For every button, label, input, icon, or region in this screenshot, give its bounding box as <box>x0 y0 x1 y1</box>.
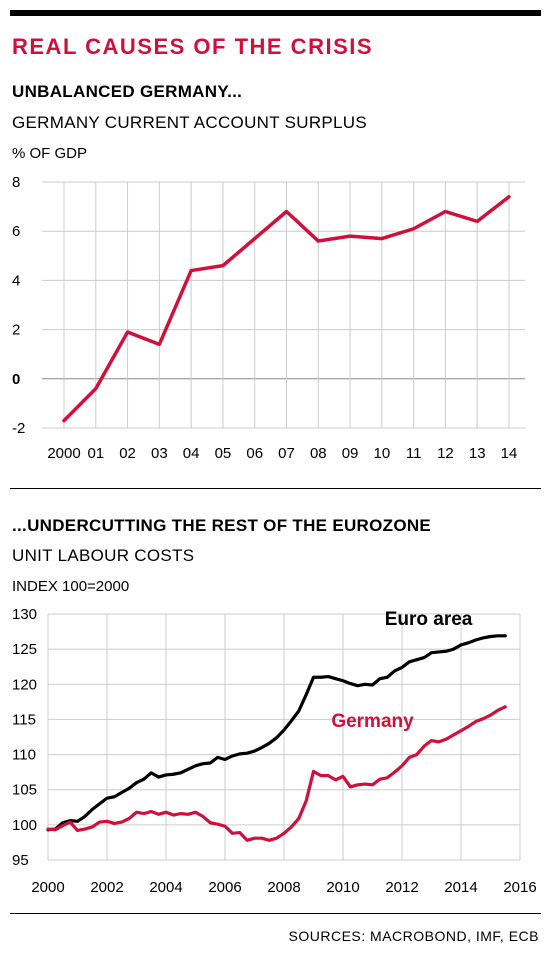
unit-labour-costs-chart: 95 100 105 110 115 120 125 130 2000 2002 2004 2006 2… <box>12 606 537 896</box>
series-label-germany: Germany <box>331 711 414 732</box>
chart1-subtitle: GERMANY CURRENT ACCOUNT SURPLUS <box>12 113 368 132</box>
y-tick-label: 120 <box>12 676 37 693</box>
x-tick-label: 09 <box>342 445 359 462</box>
series-line-germany <box>46 705 507 842</box>
x-tick-label: 04 <box>183 445 200 462</box>
x-tick-label: 13 <box>469 445 486 462</box>
x-tick-label: 2016 <box>503 879 536 896</box>
y-tick-label: 0 <box>12 371 20 388</box>
sources-note: SOURCES: MACROBOND, IMF, ECB <box>288 928 539 944</box>
y-tick-label: 105 <box>12 782 37 799</box>
y-tick-label: 110 <box>12 747 36 764</box>
x-tick-label: 05 <box>215 445 232 462</box>
chart1-title: UNBALANCED GERMANY... <box>12 82 243 101</box>
x-tick-label: 2006 <box>208 879 241 896</box>
x-tick-label: 10 <box>374 445 391 462</box>
y-tick-label: 125 <box>12 641 37 658</box>
current-account-line <box>62 195 511 423</box>
x-tick-label: 08 <box>310 445 327 462</box>
x-tick-label: 2008 <box>267 879 300 896</box>
y-tick-label: -2 <box>12 420 25 437</box>
x-tick-label: 02 <box>119 445 136 462</box>
x-tick-label: 2004 <box>149 879 182 896</box>
y-tick-label: 130 <box>12 606 37 623</box>
chart2-subtitle: UNIT LABOUR COSTS <box>12 546 195 565</box>
x-tick-label: 2000 <box>47 445 80 462</box>
x-tick-label: 01 <box>87 445 104 462</box>
x-tick-label: 06 <box>246 445 263 462</box>
x-tick-label: 2014 <box>444 879 477 896</box>
x-tick-label: 12 <box>437 445 454 462</box>
page-title: REAL CAUSES OF THE CRISIS <box>12 34 374 59</box>
x-tick-label: 14 <box>501 445 518 462</box>
x-tick-label: 11 <box>406 445 422 462</box>
x-tick-label: 2010 <box>326 879 359 896</box>
series-line-euro-area <box>46 634 507 832</box>
x-tick-label: 2012 <box>385 879 418 896</box>
chart1-unit-label: % OF GDP <box>12 145 88 162</box>
y-tick-label: 2 <box>12 322 20 339</box>
x-tick-label: 2000 <box>31 879 64 896</box>
series-label-euro-area: Euro area <box>385 609 473 630</box>
x-tick-label: 03 <box>151 445 168 462</box>
y-tick-label: 8 <box>12 174 20 191</box>
y-tick-label: 115 <box>12 711 36 728</box>
y-tick-label: 100 <box>12 817 37 834</box>
y-tick-label: 4 <box>12 272 20 289</box>
y-tick-label: 6 <box>12 223 20 240</box>
section-divider <box>10 488 541 489</box>
chart2-title: ...UNDERCUTTING THE REST OF THE EUROZONE <box>12 516 432 535</box>
y-tick-label: 95 <box>12 852 29 869</box>
x-tick-label: 07 <box>278 445 295 462</box>
chart2-unit-label: INDEX 100=2000 <box>12 578 130 595</box>
top-rule <box>10 10 541 16</box>
x-tick-label: 2002 <box>90 879 123 896</box>
footer-divider <box>10 913 541 914</box>
